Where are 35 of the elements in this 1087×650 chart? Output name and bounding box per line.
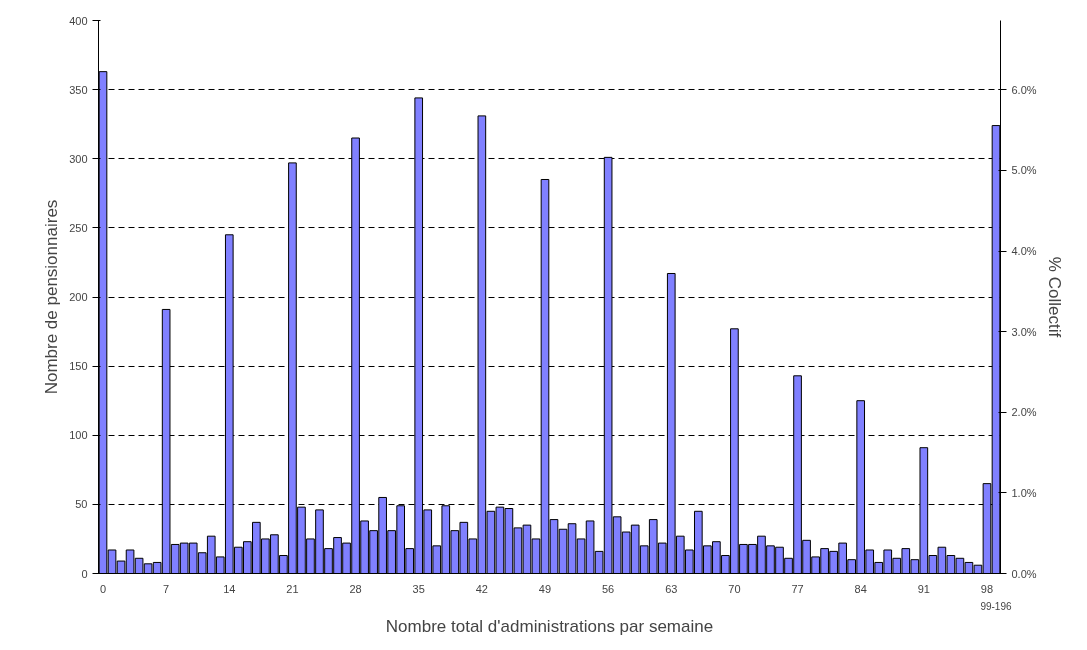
y2-tick-label: 6.0% <box>1011 83 1037 96</box>
y-axis-title: Nombre de pensionnaires <box>42 199 62 395</box>
y2-tick-label: 0.0% <box>1011 567 1037 580</box>
y2-tick-label: 4.0% <box>1011 245 1037 258</box>
y2-tick-label: 5.0% <box>1011 164 1037 177</box>
y-tick-label: 50 <box>75 498 88 511</box>
y-tick-label: 0 <box>81 567 88 580</box>
y-tick-label: 150 <box>69 360 88 373</box>
x-tick-label: 70 <box>728 582 741 595</box>
y-tick-label: 350 <box>69 83 88 96</box>
x-tick-label: 63 <box>665 582 678 595</box>
y2-tick-label: 2.0% <box>1011 406 1037 419</box>
x-tick-label: 91 <box>917 582 930 595</box>
y-tick-label: 200 <box>69 291 88 303</box>
y2-tick-label: 3.0% <box>1011 325 1037 338</box>
y-tick-label: 400 <box>69 14 88 27</box>
y-tick-label: 250 <box>69 221 88 234</box>
x-tick-label: 56 <box>602 582 615 595</box>
y2-tick-label: 1.0% <box>1011 486 1037 499</box>
x-tick-label: 42 <box>475 582 488 595</box>
x-tick-label: 21 <box>286 582 299 595</box>
x-tick-label: 98 <box>980 582 994 595</box>
x-axis-title: Nombre total d'administrations par semaine <box>385 616 714 636</box>
y-tick-label: 100 <box>69 429 88 442</box>
y2-axis-title: % Collectif <box>1044 256 1064 338</box>
x-tick-label: 28 <box>349 582 362 595</box>
y-tick-label: 300 <box>69 152 88 165</box>
x-tick-label: 77 <box>791 582 804 595</box>
x-tick-label: 7 <box>163 582 170 595</box>
x-tick-label: 35 <box>412 582 425 595</box>
x-tick-label: 14 <box>223 582 236 595</box>
x-tick-label: 0 <box>99 582 107 595</box>
text: 99-196 <box>980 600 1012 612</box>
x-tick-label: 84 <box>854 582 867 595</box>
x-tick-label: 49 <box>538 582 552 595</box>
